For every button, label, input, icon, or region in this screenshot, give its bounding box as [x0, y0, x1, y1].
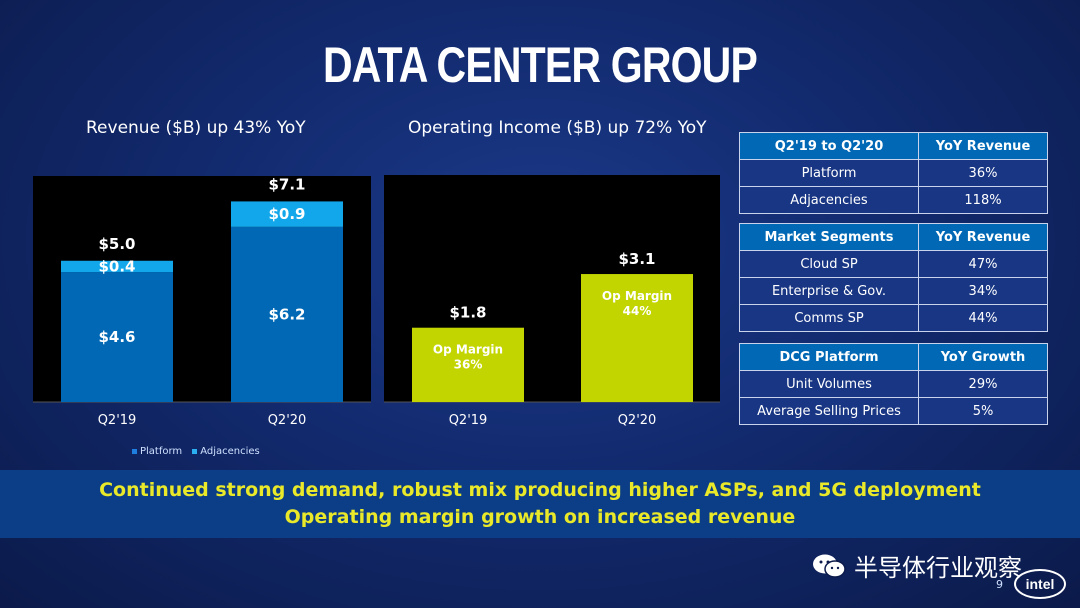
table-cell: Adjacencies: [739, 186, 919, 214]
table-cell: 29%: [918, 370, 1048, 398]
table-header-row: Q2'19 to Q2'20 YoY Revenue: [739, 132, 1048, 160]
bar-value-label: $3.1: [618, 250, 655, 268]
op-margin-value: 36%: [454, 358, 483, 372]
total-label: $5.0: [98, 235, 135, 253]
table-cell: Cloud SP: [739, 250, 919, 278]
table-header-cell: Market Segments: [739, 223, 919, 251]
bar-adjacencies-1: [231, 201, 343, 227]
op-margin-label: Op Margin: [602, 289, 672, 303]
table-header-cell: YoY Growth: [918, 343, 1048, 371]
market-segments-table: Market Segments YoY Revenue Cloud SP 47%…: [739, 223, 1048, 332]
x-tick-label: Q2'20: [268, 413, 307, 428]
watermark: 半导体行业观察: [812, 548, 1022, 583]
table-cell: Average Selling Prices: [739, 397, 919, 425]
table-header-row: Market Segments YoY Revenue: [739, 223, 1048, 251]
op-margin-value: 44%: [623, 304, 652, 318]
legend-item-adjacencies: Adjacencies: [192, 446, 260, 457]
total-label: $7.1: [268, 175, 305, 193]
intel-logo: intel: [1014, 569, 1066, 599]
table-header-cell: YoY Revenue: [918, 223, 1048, 251]
revenue-segment-table: Q2'19 to Q2'20 YoY Revenue Platform 36% …: [739, 132, 1048, 214]
wechat-icon: [812, 553, 846, 579]
table-header-cell: DCG Platform: [739, 343, 919, 371]
x-tick-label: Q2'19: [98, 413, 137, 428]
bar-adjacencies-0: [61, 260, 173, 273]
bar-op-income-0: [412, 327, 524, 402]
takeaway-banner: Continued strong demand, robust mix prod…: [0, 470, 1080, 538]
revenue-legend: Platform Adjacencies: [132, 446, 260, 457]
table-cell: 44%: [918, 304, 1048, 332]
table-header-cell: YoY Revenue: [918, 132, 1048, 160]
table-row: Enterprise & Gov. 34%: [739, 277, 1048, 305]
bar-label: $0.4: [98, 257, 135, 275]
bar-label: $0.9: [268, 205, 305, 223]
x-tick-label: Q2'19: [449, 413, 488, 428]
revenue-chart: $4.6 $0.4 $5.0 Q2'19 $6.2 $0.9 $7.1 Q2'20: [33, 175, 371, 428]
table-cell: 36%: [918, 159, 1048, 187]
x-tick-label: Q2'20: [618, 413, 657, 428]
table-row: Adjacencies 118%: [739, 186, 1048, 214]
table-cell: 47%: [918, 250, 1048, 278]
op-income-chart-title: Operating Income ($B) up 72% YoY: [408, 118, 707, 138]
bar-value-label: $1.8: [449, 304, 486, 322]
bar-label: $4.6: [98, 328, 135, 346]
table-cell: 118%: [918, 186, 1048, 214]
revenue-chart-title: Revenue ($B) up 43% YoY: [86, 118, 306, 138]
table-cell: Platform: [739, 159, 919, 187]
bar-platform-0: [61, 272, 173, 402]
table-row: Average Selling Prices 5%: [739, 397, 1048, 425]
legend-item-platform: Platform: [132, 446, 182, 457]
watermark-text: 半导体行业观察: [854, 554, 1022, 582]
slide-title: DATA CENTER GROUP: [322, 37, 758, 93]
page-number: 9: [996, 578, 1003, 591]
table-cell: 34%: [918, 277, 1048, 305]
banner-line-2: Operating margin growth on increased rev…: [284, 506, 796, 528]
bar-op-income-1: [581, 274, 693, 402]
banner-line-1: Continued strong demand, robust mix prod…: [99, 479, 981, 501]
table-cell: Enterprise & Gov.: [739, 277, 919, 305]
table-header-cell: Q2'19 to Q2'20: [739, 132, 919, 160]
table-row: Platform 36%: [739, 159, 1048, 187]
table-header-row: DCG Platform YoY Growth: [739, 343, 1048, 371]
table-row: Comms SP 44%: [739, 304, 1048, 332]
table-row: Cloud SP 47%: [739, 250, 1048, 278]
bar-label: $6.2: [268, 305, 305, 323]
table-cell: Comms SP: [739, 304, 919, 332]
table-cell: 5%: [918, 397, 1048, 425]
op-margin-label: Op Margin: [433, 343, 503, 357]
bar-platform-1: [231, 226, 343, 402]
table-row: Unit Volumes 29%: [739, 370, 1048, 398]
dcg-platform-table: DCG Platform YoY Growth Unit Volumes 29%…: [739, 343, 1048, 425]
table-cell: Unit Volumes: [739, 370, 919, 398]
